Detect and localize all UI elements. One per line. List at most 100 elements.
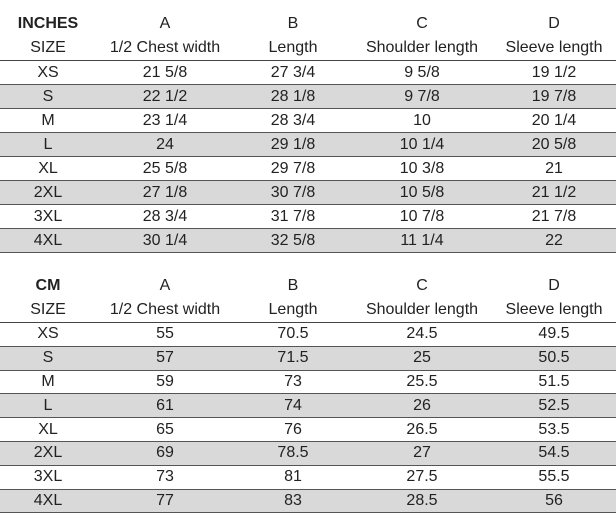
- value-cell: 78.5: [277, 444, 309, 462]
- column-letter: C: [416, 15, 428, 32]
- value-cell: 26: [413, 396, 431, 414]
- value-cell: 49.5: [538, 325, 570, 343]
- size-cell: S: [42, 349, 54, 367]
- header-names-row: SIZE 1/2 Chest width Length Shoulder length…: [0, 298, 616, 323]
- size-header: SIZE: [30, 39, 66, 56]
- value-cell: 50.5: [538, 349, 570, 367]
- cm-size-table: CM A B C D SIZE 1/2 Chest width Length Shoulder …: [0, 274, 616, 513]
- size-cell: S: [42, 87, 54, 105]
- size-cell: 2XL: [33, 183, 63, 201]
- value-cell: 28 3/4: [270, 111, 316, 129]
- value-cell: 27: [413, 444, 431, 462]
- size-header: SIZE: [30, 301, 66, 318]
- size-cell: 4XL: [33, 491, 63, 509]
- table-row: 2XL 27 1/8 30 7/8 10 5/8 21 1/2: [0, 181, 616, 205]
- column-header: 1/2 Chest width: [109, 301, 221, 318]
- value-cell: 24: [156, 135, 174, 153]
- column-letter: D: [548, 277, 560, 294]
- value-cell: 55.5: [538, 468, 570, 486]
- table-row: 2XL 69 78.5 27 54.5: [0, 441, 616, 466]
- value-cell: 76: [284, 420, 302, 438]
- column-letter: C: [416, 277, 428, 294]
- size-cell: 4XL: [33, 231, 63, 249]
- column-letter: A: [159, 15, 171, 32]
- size-cell: XS: [37, 63, 59, 81]
- value-cell: 28 3/4: [142, 207, 188, 225]
- value-cell: 27 1/8: [142, 183, 188, 201]
- value-cell: 59: [156, 372, 174, 390]
- value-cell: 54.5: [538, 444, 570, 462]
- column-letter: D: [548, 15, 560, 32]
- size-cell: XS: [37, 325, 59, 343]
- table-row: 4XL 30 1/4 32 5/8 11 1/4 22: [0, 229, 616, 253]
- value-cell: 22: [545, 231, 563, 249]
- size-cell: M: [41, 372, 55, 390]
- value-cell: 74: [284, 396, 302, 414]
- value-cell: 10 3/8: [399, 159, 445, 177]
- value-cell: 61: [156, 396, 174, 414]
- table-row: S 22 1/2 28 1/8 9 7/8 19 7/8: [0, 85, 616, 109]
- size-cell: 3XL: [33, 207, 63, 225]
- size-cell: M: [41, 111, 55, 129]
- value-cell: 20 1/4: [531, 111, 577, 129]
- column-letter: B: [287, 15, 299, 32]
- table-row: 3XL 28 3/4 31 7/8 10 7/8 21 7/8: [0, 205, 616, 229]
- value-cell: 9 7/8: [404, 87, 440, 105]
- value-cell: 71.5: [277, 349, 309, 367]
- value-cell: 27 3/4: [270, 63, 316, 81]
- size-cell: XL: [38, 420, 58, 438]
- value-cell: 21 7/8: [531, 207, 577, 225]
- value-cell: 10 5/8: [399, 183, 445, 201]
- value-cell: 32 5/8: [270, 231, 316, 249]
- value-cell: 11 1/4: [400, 231, 444, 249]
- header-letters-row: CM A B C D: [0, 274, 616, 298]
- size-cell: 2XL: [33, 444, 63, 462]
- value-cell: 26.5: [406, 420, 438, 438]
- column-header: Shoulder length: [365, 39, 479, 56]
- value-cell: 77: [156, 491, 174, 509]
- unit-label: CM: [35, 277, 61, 294]
- value-cell: 9 5/8: [404, 63, 440, 81]
- column-header: Length: [268, 301, 318, 318]
- value-cell: 20 5/8: [531, 135, 577, 153]
- value-cell: 73: [284, 372, 302, 390]
- table-row: L 61 74 26 52.5: [0, 394, 616, 419]
- value-cell: 22 1/2: [142, 87, 188, 105]
- value-cell: 69: [156, 444, 174, 462]
- value-cell: 10 7/8: [399, 207, 445, 225]
- value-cell: 30 7/8: [270, 183, 316, 201]
- table-row: L 24 29 1/8 10 1/4 20 5/8: [0, 133, 616, 157]
- value-cell: 21 5/8: [142, 63, 188, 81]
- value-cell: 25: [413, 349, 431, 367]
- value-cell: 65: [156, 420, 174, 438]
- value-cell: 30 1/4: [142, 231, 188, 249]
- table-row: M 59 73 25.5 51.5: [0, 371, 616, 395]
- value-cell: 29 7/8: [270, 159, 316, 177]
- value-cell: 25.5: [406, 372, 438, 390]
- value-cell: 29 1/8: [270, 135, 316, 153]
- value-cell: 81: [284, 468, 302, 486]
- table-row: 3XL 73 81 27.5 55.5: [0, 466, 616, 490]
- size-cell: L: [43, 396, 53, 414]
- size-cell: 3XL: [33, 468, 63, 486]
- table-row: XS 55 70.5 24.5 49.5: [0, 323, 616, 347]
- table-row: S 57 71.5 25 50.5: [0, 346, 616, 371]
- value-cell: 19 1/2: [531, 63, 577, 81]
- table-row: XS 21 5/8 27 3/4 9 5/8 19 1/2: [0, 61, 616, 85]
- column-header: Sleeve length: [505, 39, 603, 56]
- column-letter: A: [159, 277, 171, 294]
- column-letter: B: [287, 277, 299, 294]
- value-cell: 83: [284, 491, 302, 509]
- table-row: XL 25 5/8 29 7/8 10 3/8 21: [0, 157, 616, 181]
- value-cell: 28.5: [406, 491, 438, 509]
- size-cell: L: [43, 135, 53, 153]
- value-cell: 70.5: [277, 325, 309, 343]
- table-row: XL 65 76 26.5 53.5: [0, 418, 616, 442]
- value-cell: 73: [156, 468, 174, 486]
- value-cell: 57: [156, 349, 174, 367]
- value-cell: 55: [156, 325, 174, 343]
- column-header: Shoulder length: [365, 301, 479, 318]
- size-cell: XL: [38, 159, 58, 177]
- value-cell: 10: [413, 111, 431, 129]
- value-cell: 53.5: [538, 420, 570, 438]
